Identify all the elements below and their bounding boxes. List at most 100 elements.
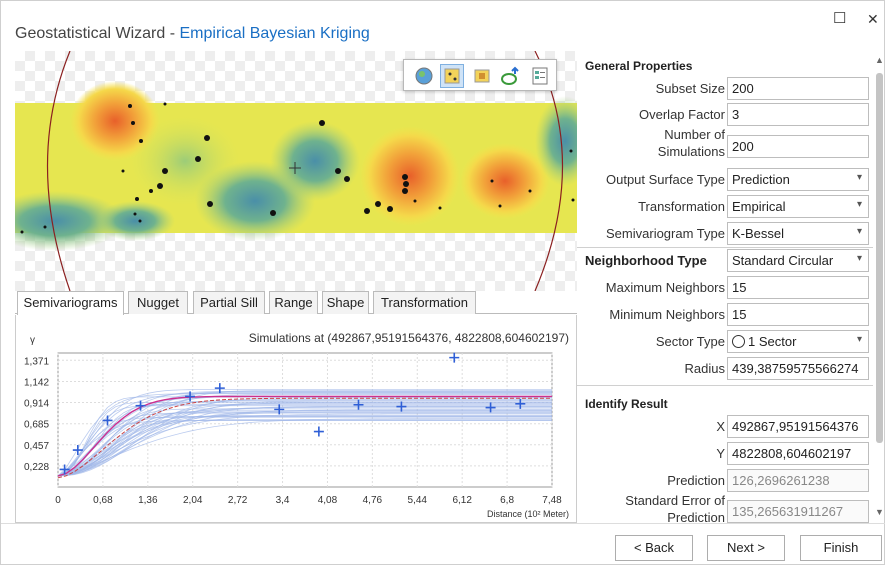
max-neighbors-input[interactable]: 15 bbox=[727, 276, 869, 299]
simulation-curve bbox=[57, 392, 552, 477]
simulation-curve bbox=[57, 420, 552, 477]
simulation-curve bbox=[57, 397, 552, 477]
y-tick-label: 0,457 bbox=[24, 441, 49, 452]
scrollbar-thumb[interactable] bbox=[876, 73, 883, 443]
max-neighbors-label: Maximum Neighbors bbox=[605, 280, 725, 295]
neighborhood-type-label: Neighborhood Type bbox=[585, 253, 707, 268]
y-tick-label: 0,685 bbox=[24, 420, 49, 431]
tab-semivariograms[interactable]: Semivariograms bbox=[17, 291, 124, 315]
x-coordinate-input[interactable]: 492867,95191564376 bbox=[727, 415, 869, 438]
finish-button[interactable]: Finish bbox=[800, 535, 882, 561]
simulation-curve bbox=[57, 399, 552, 477]
overlap-factor-input[interactable]: 3 bbox=[727, 103, 869, 126]
cool-zone bbox=[270, 121, 360, 201]
tab-range[interactable]: Range bbox=[269, 291, 318, 314]
radius-input[interactable]: 439,38759575566274 bbox=[727, 357, 869, 380]
simulation-curve bbox=[57, 418, 552, 477]
scroll-up-icon[interactable]: ▲ bbox=[875, 55, 884, 65]
semivariogram-chart: γ Simulations at (492867,95191564376, 48… bbox=[15, 315, 577, 523]
subset-size-input[interactable]: 200 bbox=[727, 77, 869, 100]
semivariogram-type-select[interactable]: K-Bessel bbox=[727, 222, 869, 245]
empirical-point bbox=[485, 402, 496, 413]
tab-transformation[interactable]: Transformation bbox=[373, 291, 476, 314]
legend-icon[interactable] bbox=[528, 64, 552, 88]
crosshair-icon bbox=[289, 162, 301, 174]
neighborhood-type-select[interactable]: Standard Circular bbox=[727, 249, 869, 272]
standard-error-value: 135,265631911267 bbox=[727, 500, 869, 523]
title-main: Geostatistical Wizard bbox=[15, 25, 166, 42]
simulation-curve bbox=[57, 420, 552, 477]
simulation-curve bbox=[57, 415, 552, 477]
window-title: Geostatistical Wizard - Empirical Bayesi… bbox=[15, 25, 370, 43]
title-method: Empirical Bayesian Kriging bbox=[179, 25, 370, 42]
x-tick-label: 7,48 bbox=[542, 495, 562, 506]
next-button[interactable]: Next > bbox=[707, 535, 785, 561]
general-properties-header: General Properties bbox=[585, 59, 693, 73]
empirical-point bbox=[102, 415, 113, 426]
simulation-curves bbox=[57, 389, 552, 477]
num-simulations-label-1: Number of bbox=[664, 127, 725, 142]
output-surface-type-label: Output Surface Type bbox=[606, 172, 725, 187]
chart-grid bbox=[57, 352, 553, 488]
x-tick-label: 6,12 bbox=[452, 495, 472, 506]
empirical-point bbox=[274, 404, 285, 415]
standard-error-label-2: Prediction bbox=[667, 510, 725, 523]
divider bbox=[577, 247, 873, 248]
back-button[interactable]: < Back bbox=[615, 535, 693, 561]
x-tick-label: 2,04 bbox=[183, 495, 203, 506]
simulation-curve bbox=[57, 407, 552, 477]
min-neighbors-input[interactable]: 15 bbox=[727, 303, 869, 326]
num-simulations-input[interactable]: 200 bbox=[727, 135, 869, 158]
close-button[interactable]: ✕ bbox=[867, 11, 879, 27]
sector-type-value: 1 Sector bbox=[748, 334, 797, 349]
tab-shape[interactable]: Shape bbox=[322, 291, 369, 314]
x-tick-label: 1,36 bbox=[138, 495, 158, 506]
simulation-curve bbox=[57, 410, 552, 477]
simulation-curve bbox=[57, 389, 552, 477]
cells-icon[interactable] bbox=[440, 64, 464, 88]
x-tick-label: 4,76 bbox=[363, 495, 383, 506]
prediction-value: 126,2696261238 bbox=[727, 469, 869, 492]
y-coordinate-input[interactable]: 4822808,604602197 bbox=[727, 442, 869, 465]
chart-title: Simulations at (492867,95191564376, 4822… bbox=[249, 331, 569, 345]
sector-type-select[interactable]: 1 Sector bbox=[727, 330, 869, 353]
min-neighbors-label: Minimum Neighbors bbox=[609, 307, 725, 322]
x-tick-label: 0 bbox=[55, 495, 61, 506]
hot-zone bbox=[360, 126, 460, 226]
empirical-point bbox=[59, 464, 70, 475]
prediction-label: Prediction bbox=[667, 473, 725, 488]
globe-icon[interactable] bbox=[412, 64, 436, 88]
map-preview[interactable] bbox=[15, 51, 577, 291]
prediction-surface bbox=[15, 51, 577, 291]
y-tick-label: 1,371 bbox=[24, 356, 49, 367]
simulation-curve bbox=[57, 406, 552, 477]
arrow-icon[interactable] bbox=[498, 64, 522, 88]
overlap-factor-label: Overlap Factor bbox=[639, 107, 725, 122]
maximize-button[interactable]: ☐ bbox=[833, 10, 847, 27]
simulation-curve bbox=[57, 393, 552, 477]
scroll-down-icon[interactable]: ▼ bbox=[875, 507, 884, 517]
sector-circle-icon bbox=[732, 335, 745, 348]
simulation-curve bbox=[57, 415, 552, 477]
cool-zone bbox=[535, 96, 577, 186]
empirical-point bbox=[396, 401, 407, 412]
tab-nugget[interactable]: Nugget bbox=[128, 291, 188, 314]
x-tick-label: 0,68 bbox=[93, 495, 113, 506]
map-toolbar bbox=[403, 59, 557, 91]
simulation-curve bbox=[57, 416, 552, 477]
cool-zone bbox=[95, 201, 175, 241]
sample-points bbox=[20, 102, 575, 234]
tab-partial-sill[interactable]: Partial Sill bbox=[193, 291, 265, 314]
output-surface-type-select[interactable]: Prediction bbox=[727, 168, 869, 191]
y-tick-label: 1,142 bbox=[24, 377, 49, 388]
empirical-point bbox=[515, 398, 526, 409]
simulation-curve bbox=[57, 411, 552, 477]
properties-scrollbar[interactable]: ▲ ▼ bbox=[873, 51, 885, 523]
transformation-select[interactable]: Empirical bbox=[727, 195, 869, 218]
y-tick-label: 0,914 bbox=[24, 399, 49, 410]
sector-type-label: Sector Type bbox=[655, 334, 725, 349]
layers-icon[interactable] bbox=[470, 64, 494, 88]
x-tick-label: 2,72 bbox=[228, 495, 248, 506]
subset-size-label: Subset Size bbox=[655, 81, 725, 96]
semivariogram-tabs: Semivariograms Nugget Partial Sill Range… bbox=[15, 290, 577, 315]
